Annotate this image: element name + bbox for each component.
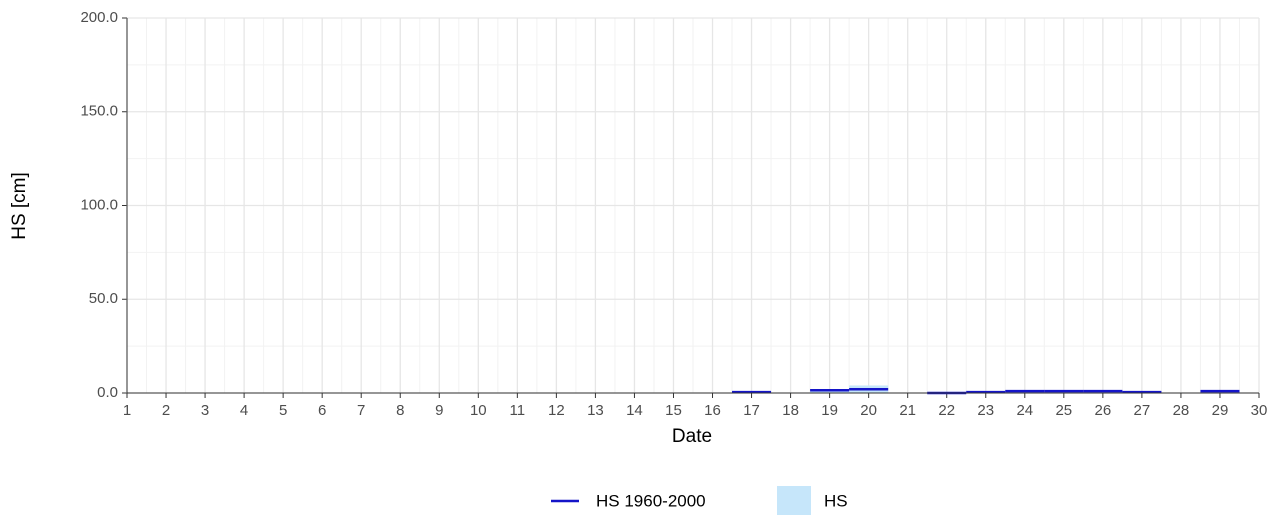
- x-tick-label: 16: [704, 402, 721, 419]
- x-tick-label: 18: [782, 402, 799, 419]
- x-tick-label: 9: [435, 402, 443, 419]
- x-tick-label: 19: [821, 402, 838, 419]
- x-tick-label: 23: [977, 402, 994, 419]
- x-tick-label: 4: [240, 402, 248, 419]
- x-tick-label: 12: [548, 402, 565, 419]
- y-tick-label: 150.0: [80, 103, 118, 120]
- bar: [810, 391, 850, 393]
- y-tick-label: 100.0: [80, 196, 118, 213]
- x-tick-label: 14: [626, 402, 643, 419]
- x-tick-label: 8: [396, 402, 404, 419]
- x-axis-label: Date: [672, 426, 712, 447]
- x-tick-label: 27: [1134, 402, 1151, 419]
- y-tick-label: 50.0: [89, 290, 118, 307]
- x-tick-label: 10: [470, 402, 487, 419]
- x-tick-label: 29: [1212, 402, 1229, 419]
- x-tick-label: 15: [665, 402, 682, 419]
- x-tick-label: 7: [357, 402, 365, 419]
- legend-swatch: [777, 486, 811, 515]
- legend-label: HS: [824, 491, 848, 510]
- x-tick-label: 28: [1173, 402, 1190, 419]
- x-tick-label: 22: [938, 402, 955, 419]
- x-tick-label: 17: [743, 402, 760, 419]
- x-tick-label: 26: [1095, 402, 1112, 419]
- x-tick-label: 3: [201, 402, 209, 419]
- x-tick-label: 25: [1055, 402, 1072, 419]
- x-tick-label: 1: [123, 402, 131, 419]
- x-tick-label: 5: [279, 402, 287, 419]
- y-axis-label: HS [cm]: [9, 172, 30, 240]
- x-tick-label: 24: [1016, 402, 1033, 419]
- legend-label: HS 1960-2000: [596, 491, 706, 510]
- x-tick-label: 21: [899, 402, 916, 419]
- x-tick-label: 2: [162, 402, 170, 419]
- x-tick-label: 20: [860, 402, 877, 419]
- y-tick-label: 200.0: [80, 9, 118, 26]
- x-tick-label: 13: [587, 402, 604, 419]
- x-tick-label: 11: [510, 402, 526, 419]
- x-tick-label: 30: [1251, 402, 1268, 419]
- y-tick-label: 0.0: [97, 384, 118, 401]
- x-tick-label: 6: [318, 402, 326, 419]
